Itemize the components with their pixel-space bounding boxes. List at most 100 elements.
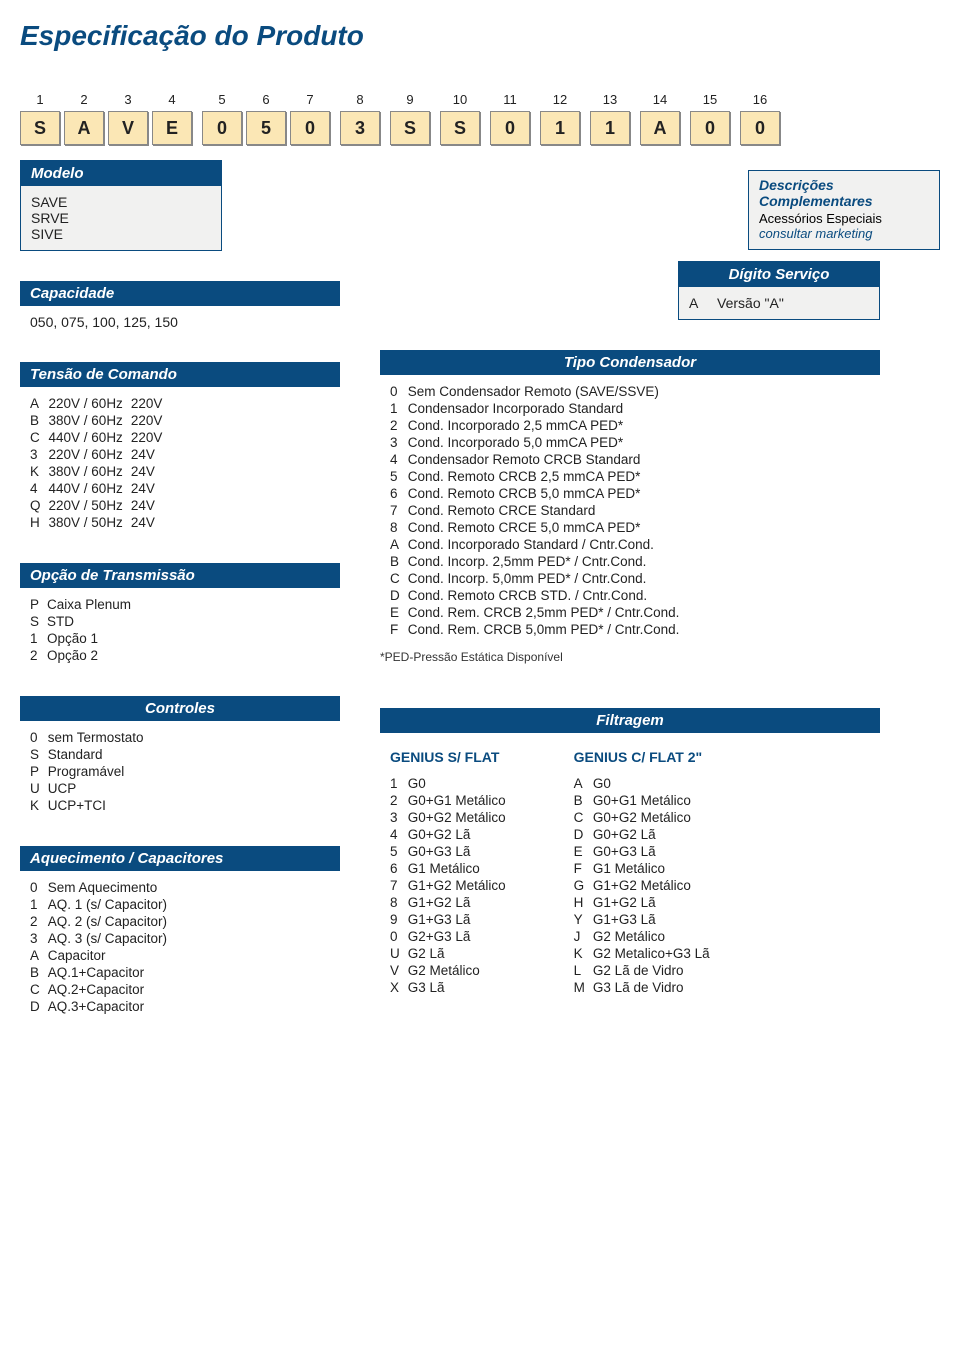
table-row: 5Cond. Remoto CRCB 2,5 mmCA PED* — [390, 468, 687, 485]
code-pos-val: 0 — [290, 111, 330, 145]
table-cell: K — [574, 945, 593, 962]
table-cell: UCP — [48, 780, 152, 797]
filtragem-box: Filtragem GENIUS S/ FLAT 1G02G0+G1 Metál… — [380, 708, 880, 1004]
table-cell: 1 — [30, 630, 47, 647]
code-pos-val: 3 — [340, 111, 380, 145]
table-cell: Standard — [48, 746, 152, 763]
table-cell: P — [30, 596, 47, 613]
table-cell: 8 — [390, 894, 408, 911]
table-cell: G0+G2 Metálico — [593, 809, 718, 826]
table-cell: G0+G3 Lã — [593, 843, 718, 860]
table-cell: H — [30, 514, 49, 531]
table-row: 4G0+G2 Lã — [390, 826, 514, 843]
code-pos-num: 2 — [80, 92, 87, 107]
table-row: KUCP+TCI — [30, 797, 152, 814]
table-cell: Cond. Remoto CRCE 5,0 mmCA PED* — [408, 519, 688, 536]
table-cell: G0+G3 Lã — [408, 843, 514, 860]
table-cell: Condensador Incorporado Standard — [408, 400, 688, 417]
code-pos-val: 0 — [740, 111, 780, 145]
code-pos-val: A — [640, 111, 680, 145]
table-cell: A — [574, 775, 593, 792]
table-cell: G2+G3 Lã — [408, 928, 514, 945]
table-cell: G1 Metálico — [408, 860, 514, 877]
code-pos-val: 1 — [540, 111, 580, 145]
modelo-item: SRVE — [31, 210, 211, 226]
code-pos-num: 3 — [124, 92, 131, 107]
filtragem-header: Filtragem — [380, 708, 880, 733]
table-row: ACapacitor — [30, 947, 175, 964]
table-cell: B — [30, 964, 48, 981]
table-cell: 3 — [390, 434, 408, 451]
table-cell: 0 — [30, 879, 48, 896]
table-row: CAQ.2+Capacitor — [30, 981, 175, 998]
code-pos-num: 14 — [653, 92, 667, 107]
table-cell: AQ. 1 (s/ Capacitor) — [48, 896, 175, 913]
table-row: LG2 Lã de Vidro — [574, 962, 718, 979]
complement-line2: consultar marketing — [759, 226, 872, 241]
table-row: UG2 Lã — [390, 945, 514, 962]
table-cell: 4 — [30, 480, 49, 497]
table-cell: U — [390, 945, 408, 962]
table-cell: G1+G2 Metálico — [593, 877, 718, 894]
table-cell: U — [30, 780, 48, 797]
table-row: 1Opção 1 — [30, 630, 139, 647]
table-cell: AQ. 3 (s/ Capacitor) — [48, 930, 175, 947]
table-cell: 220V — [131, 412, 171, 429]
table-cell: G2 Lã de Vidro — [593, 962, 718, 979]
table-row: JG2 Metálico — [574, 928, 718, 945]
code-pos-num: 11 — [503, 92, 517, 107]
table-cell: E — [574, 843, 593, 860]
table-row: FCond. Rem. CRCB 5,0mm PED* / Cntr.Cond. — [390, 621, 687, 638]
table-cell: F — [574, 860, 593, 877]
table-cell: H — [574, 894, 593, 911]
table-row: 5G0+G3 Lã — [390, 843, 514, 860]
code-col-1: 1S — [20, 92, 60, 145]
table-cell: 6 — [390, 485, 408, 502]
table-row: 7Cond. Remoto CRCE Standard — [390, 502, 687, 519]
table-row: FG1 Metálico — [574, 860, 718, 877]
table-row: 1AQ. 1 (s/ Capacitor) — [30, 896, 175, 913]
table-row: BCond. Incorp. 2,5mm PED* / Cntr.Cond. — [390, 553, 687, 570]
table-cell: G2 Lã — [408, 945, 514, 962]
table-cell: 3 — [30, 446, 49, 463]
table-row: BAQ.1+Capacitor — [30, 964, 175, 981]
table-row: AG0 — [574, 775, 718, 792]
table-cell: 5 — [390, 468, 408, 485]
modelo-item: SAVE — [31, 194, 211, 210]
table-cell: 0 — [30, 729, 48, 746]
table-cell: Cond. Remoto CRCB 5,0 mmCA PED* — [408, 485, 688, 502]
code-pos-val: 1 — [590, 111, 630, 145]
table-cell: G2 Metálico — [408, 962, 514, 979]
code-pos-num: 10 — [453, 92, 467, 107]
table-cell: 380V / 60Hz — [49, 463, 131, 480]
code-col-3: 3V — [108, 92, 148, 145]
table-cell: Sem Condensador Remoto (SAVE/SSVE) — [408, 383, 688, 400]
table-cell: 220V — [131, 429, 171, 446]
table-cell: Cond. Remoto CRCB STD. / Cntr.Cond. — [408, 587, 688, 604]
table-row: Q220V / 50Hz24V — [30, 497, 170, 514]
table-cell: Cond. Incorporado 2,5 mmCA PED* — [408, 417, 688, 434]
table-row: 2G0+G1 Metálico — [390, 792, 514, 809]
transmissao-box: Opção de Transmissão PCaixa PlenumSSTD1O… — [20, 563, 340, 672]
table-cell: Cond. Incorporado 5,0 mmCA PED* — [408, 434, 688, 451]
table-cell: 24V — [131, 480, 171, 497]
table-row: ACond. Incorporado Standard / Cntr.Cond. — [390, 536, 687, 553]
table-cell: STD — [47, 613, 139, 630]
table-row: 3G0+G2 Metálico — [390, 809, 514, 826]
table-cell: 220V / 60Hz — [49, 446, 131, 463]
table-row: ECond. Rem. CRCB 2,5mm PED* / Cntr.Cond. — [390, 604, 687, 621]
table-row: DCond. Remoto CRCB STD. / Cntr.Cond. — [390, 587, 687, 604]
table-cell: K — [30, 797, 48, 814]
code-col-10: 10S — [440, 92, 480, 145]
digito-code: A — [689, 295, 698, 311]
code-col-4: 4E — [152, 92, 192, 145]
table-cell: AQ. 2 (s/ Capacitor) — [48, 913, 175, 930]
table-cell: D — [30, 998, 48, 1015]
table-row: H380V / 50Hz24V — [30, 514, 170, 531]
table-row: DAQ.3+Capacitor — [30, 998, 175, 1015]
table-cell: G1+G3 Lã — [593, 911, 718, 928]
table-cell: B — [390, 553, 408, 570]
table-cell: B — [30, 412, 49, 429]
table-cell: 9 — [390, 911, 408, 928]
table-cell: 8 — [390, 519, 408, 536]
